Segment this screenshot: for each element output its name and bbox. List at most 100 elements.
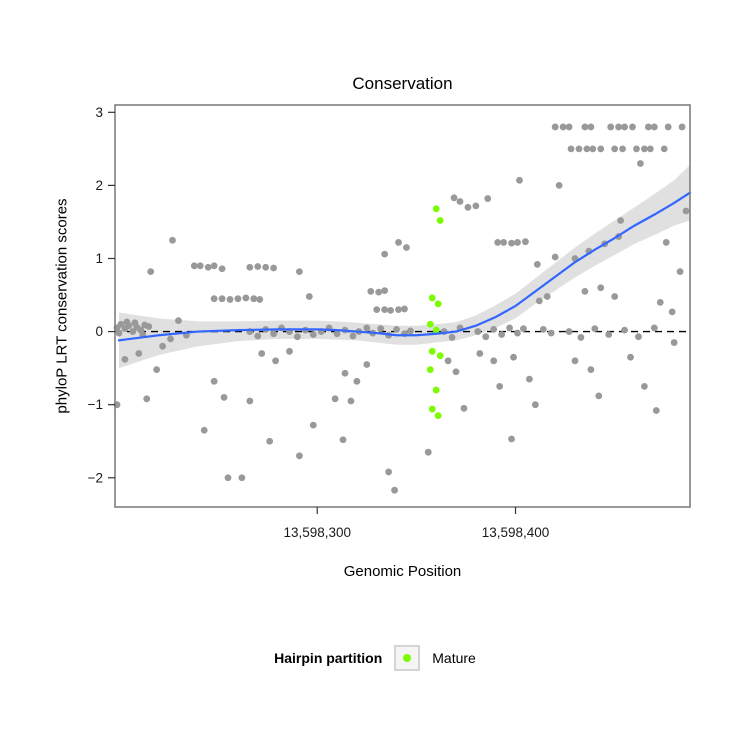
data-point-other [474, 328, 482, 335]
data-point-other [482, 333, 490, 341]
legend: Hairpin partition Mature [0, 638, 750, 678]
data-point-other [496, 383, 504, 390]
data-point-other [525, 375, 533, 383]
data-point-other [167, 335, 174, 343]
data-point-other [456, 198, 464, 205]
data-point-other [381, 306, 389, 314]
data-point-other [577, 334, 585, 341]
data-point-other [514, 329, 521, 337]
data-point-mature [436, 352, 444, 360]
data-point-other [270, 330, 278, 338]
data-point-other [387, 306, 395, 314]
data-point-other [444, 357, 452, 365]
data-point-other [381, 250, 389, 258]
data-point-other [121, 355, 129, 363]
data-point-other [218, 295, 226, 303]
data-point-other [565, 328, 573, 335]
data-point-other [143, 395, 151, 403]
data-point-other [464, 203, 472, 211]
data-point-other [393, 325, 400, 333]
data-point-other [385, 468, 393, 476]
plot-panel [115, 105, 690, 507]
data-point-other [339, 436, 347, 444]
y-tick-label: 0 [95, 324, 103, 339]
data-point-other [333, 330, 341, 338]
x-axis-label: Genomic Position [343, 563, 462, 580]
data-point-other [204, 263, 212, 271]
data-point-other [258, 350, 266, 357]
legend-key [394, 645, 421, 671]
data-point-other [452, 368, 460, 376]
data-point-other [516, 176, 523, 184]
data-point-other [377, 325, 385, 333]
data-point-other [331, 395, 339, 403]
data-point-other [147, 268, 155, 276]
data-point-other [349, 332, 357, 340]
data-point-other [224, 474, 232, 482]
data-point-other [424, 448, 432, 456]
data-point-other [226, 296, 234, 303]
data-point-other [305, 293, 313, 300]
data-point-other [591, 325, 599, 333]
data-point-other [363, 324, 371, 332]
data-point-other [522, 238, 529, 246]
data-point-other [472, 202, 480, 210]
data-point-other [353, 377, 361, 385]
data-point-other [234, 295, 242, 303]
data-point-other [242, 294, 250, 302]
data-point-other [635, 333, 642, 341]
data-point-mature [434, 412, 442, 420]
data-point-other [555, 182, 563, 189]
data-point-mature [428, 294, 436, 302]
data-point-other [589, 145, 597, 153]
data-point-other [375, 288, 383, 296]
data-point-other [640, 145, 648, 153]
data-point-other [395, 239, 402, 246]
data-point-other [272, 357, 280, 365]
data-point-mature [432, 205, 440, 213]
data-point-other [367, 287, 375, 295]
data-point-other [597, 284, 605, 292]
data-point-other [559, 123, 567, 131]
data-point-other [682, 207, 690, 215]
data-point-other [407, 327, 414, 335]
data-point-other [131, 319, 139, 327]
data-point-other [115, 329, 123, 337]
data-point-other [670, 339, 678, 346]
data-point-other [490, 357, 498, 365]
data-point-other [660, 145, 668, 153]
data-point-other [286, 347, 293, 355]
data-point-other [476, 350, 484, 357]
data-point-other [395, 306, 402, 314]
data-point-other [571, 357, 579, 365]
data-point-other [621, 326, 628, 334]
data-point-other [678, 123, 686, 131]
data-point-other [617, 217, 625, 224]
data-point-other [611, 293, 619, 300]
data-point-other [295, 452, 303, 460]
data-point-other [640, 383, 648, 390]
data-point-other [262, 263, 270, 271]
data-point-mature [436, 217, 444, 224]
legend-label-mature: Mature [432, 650, 476, 666]
data-point-other [652, 407, 660, 414]
data-point-other [391, 486, 398, 494]
y-tick-label: 2 [95, 178, 103, 193]
data-point-other [611, 145, 619, 153]
data-point-other [169, 236, 176, 244]
data-point-other [633, 145, 640, 153]
data-point-other [309, 421, 317, 429]
data-point-other [145, 323, 153, 330]
data-point-other [531, 401, 539, 409]
data-point-other [581, 287, 589, 295]
data-point-other [250, 295, 258, 303]
data-point-other [510, 353, 517, 361]
data-point-other [676, 268, 684, 276]
data-point-other [551, 123, 559, 131]
data-point-other [196, 262, 204, 270]
data-point-other [621, 123, 628, 131]
data-point-other [175, 317, 182, 325]
data-point-other [581, 123, 589, 131]
data-point-other [637, 160, 644, 167]
